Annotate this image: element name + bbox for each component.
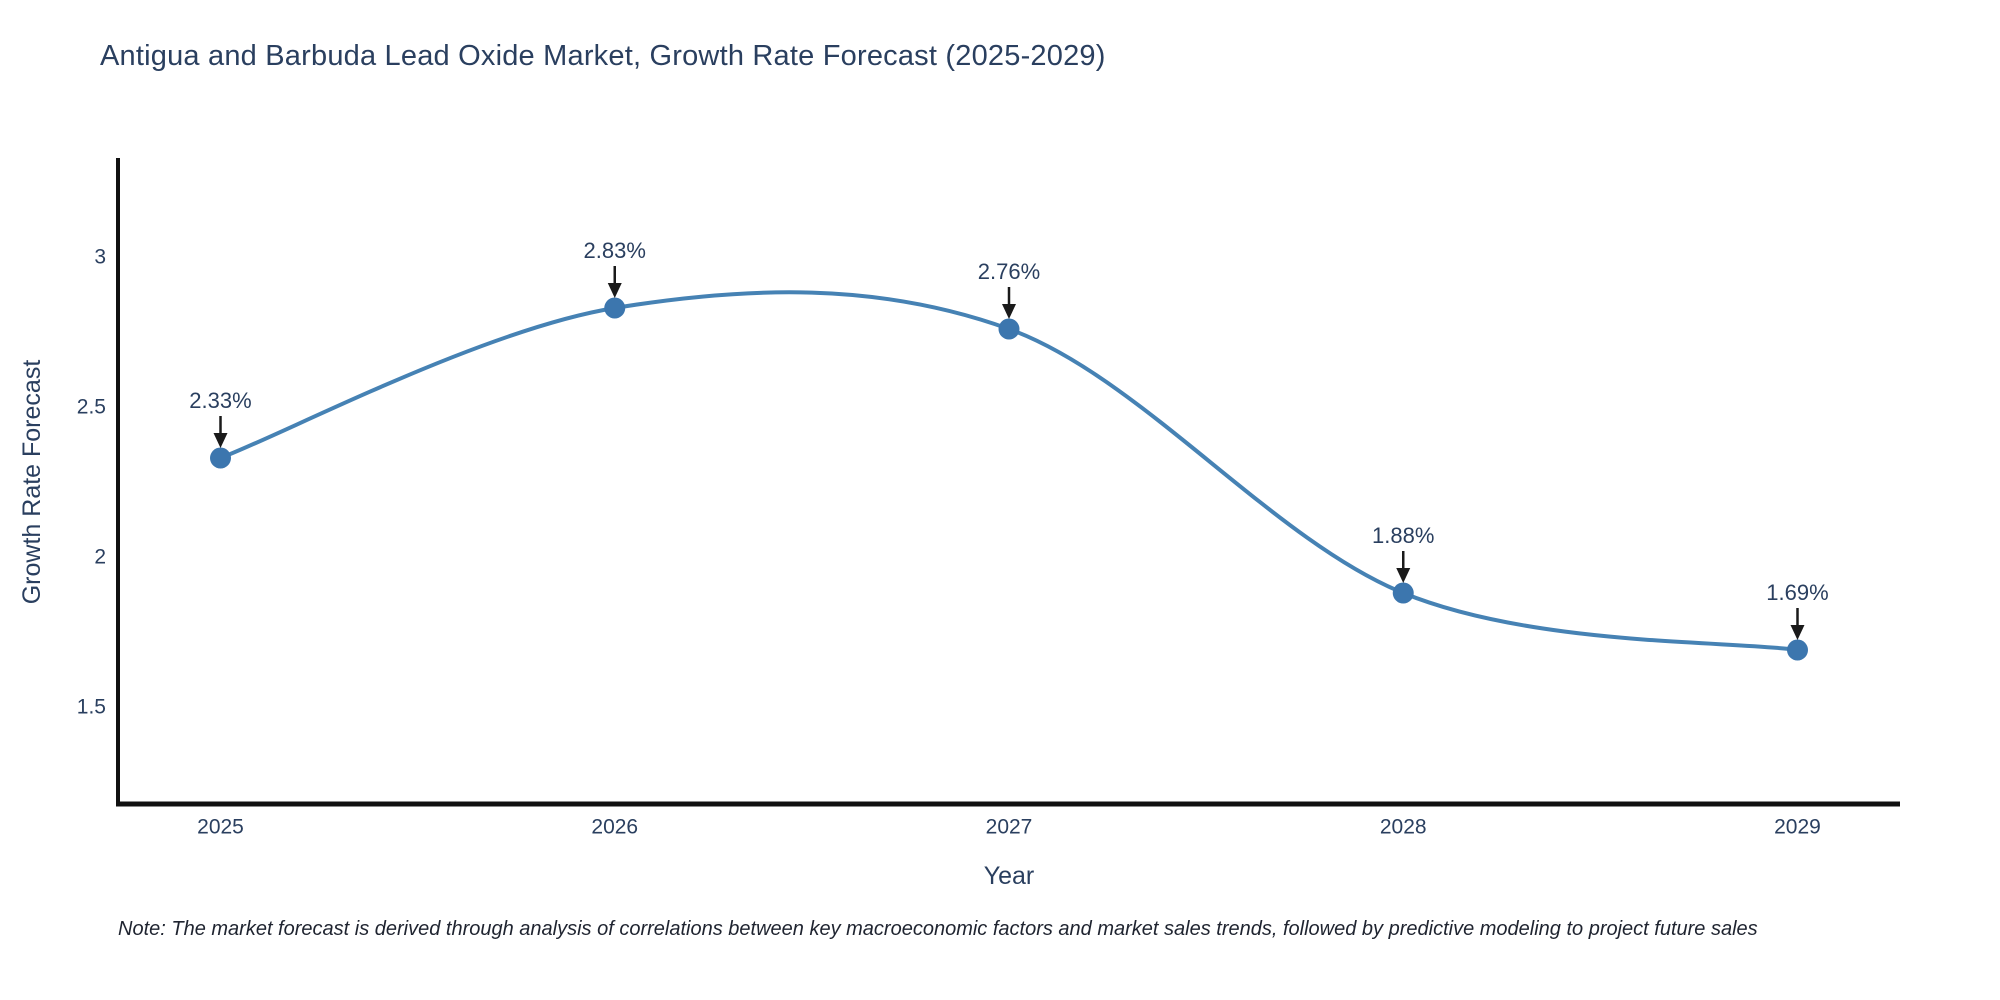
data-point-marker (1786, 639, 1808, 661)
point-annotation: 1.69% (1766, 580, 1828, 605)
point-annotation: 2.76% (978, 259, 1040, 284)
series-line (218, 290, 1800, 652)
y-axis-title: Growth Rate Forecast (18, 360, 46, 605)
y-tick-label: 1.5 (77, 696, 106, 719)
point-annotation: 1.88% (1372, 523, 1434, 548)
annotation-arrowhead (1790, 625, 1805, 640)
data-point-marker (210, 447, 232, 469)
annotation-arrowhead (213, 433, 228, 448)
x-tick-label: 2026 (591, 816, 638, 839)
annotation-arrowhead (607, 283, 622, 298)
x-axis-title: Year (984, 862, 1035, 890)
point-annotation: 2.83% (584, 238, 646, 263)
point-annotation: 2.33% (189, 388, 251, 413)
annotation-arrowhead (1396, 568, 1411, 583)
data-point-marker (1392, 582, 1414, 604)
x-tick-label: 2029 (1774, 816, 1821, 839)
y-tick-label: 2 (94, 546, 106, 569)
data-point-marker (604, 297, 626, 319)
footnote: Note: The market forecast is derived thr… (118, 918, 1758, 940)
y-tick-label: 2.5 (77, 396, 106, 419)
x-tick-label: 2028 (1380, 816, 1427, 839)
x-tick-label: 2025 (197, 816, 244, 839)
y-tick-label: 3 (94, 246, 106, 269)
annotation-arrowhead (1002, 304, 1016, 319)
chart-title: Antigua and Barbuda Lead Oxide Market, G… (100, 40, 1106, 72)
x-tick-label: 2027 (986, 816, 1033, 839)
data-point-marker (998, 318, 1020, 340)
